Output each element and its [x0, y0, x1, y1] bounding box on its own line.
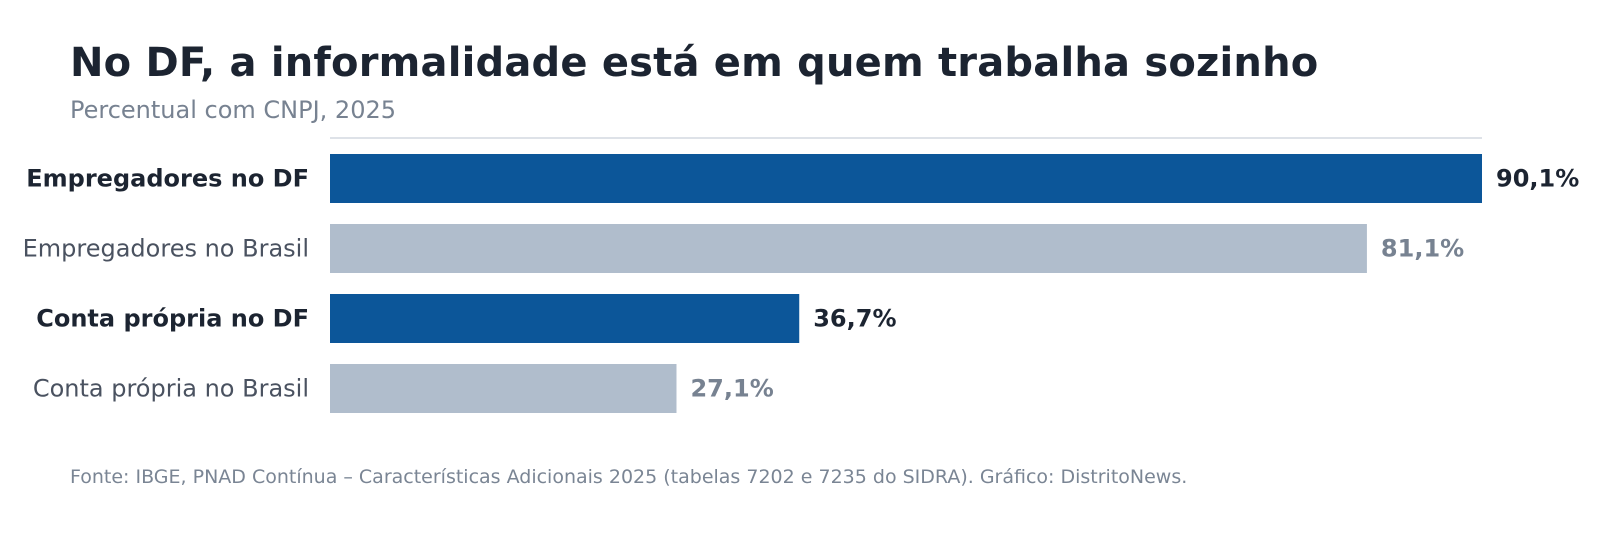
- bars-group: Empregadores no DF 90,1% Empregadores no B…: [23, 154, 1579, 413]
- bar-2: [330, 294, 800, 343]
- source-note: Fonte: IBGE, PNAD Contínua – Característ…: [70, 466, 1188, 488]
- bar-3: [330, 364, 677, 413]
- value-label-2: 36,7%: [813, 305, 896, 333]
- category-label-3: Conta própria no Brasil: [33, 375, 309, 403]
- chart-title: No DF, a informalidade está em quem trab…: [70, 40, 1319, 86]
- bar-1: [330, 224, 1367, 273]
- value-label-1: 81,1%: [1381, 235, 1464, 263]
- category-label-2: Conta própria no DF: [36, 305, 309, 333]
- category-label-0: Empregadores no DF: [26, 165, 309, 193]
- value-label-0: 90,1%: [1496, 165, 1579, 193]
- value-label-3: 27,1%: [690, 375, 773, 403]
- chart-subtitle: Percentual com CNPJ, 2025: [70, 96, 397, 124]
- bar-0: [330, 154, 1482, 203]
- category-label-1: Empregadores no Brasil: [23, 235, 309, 263]
